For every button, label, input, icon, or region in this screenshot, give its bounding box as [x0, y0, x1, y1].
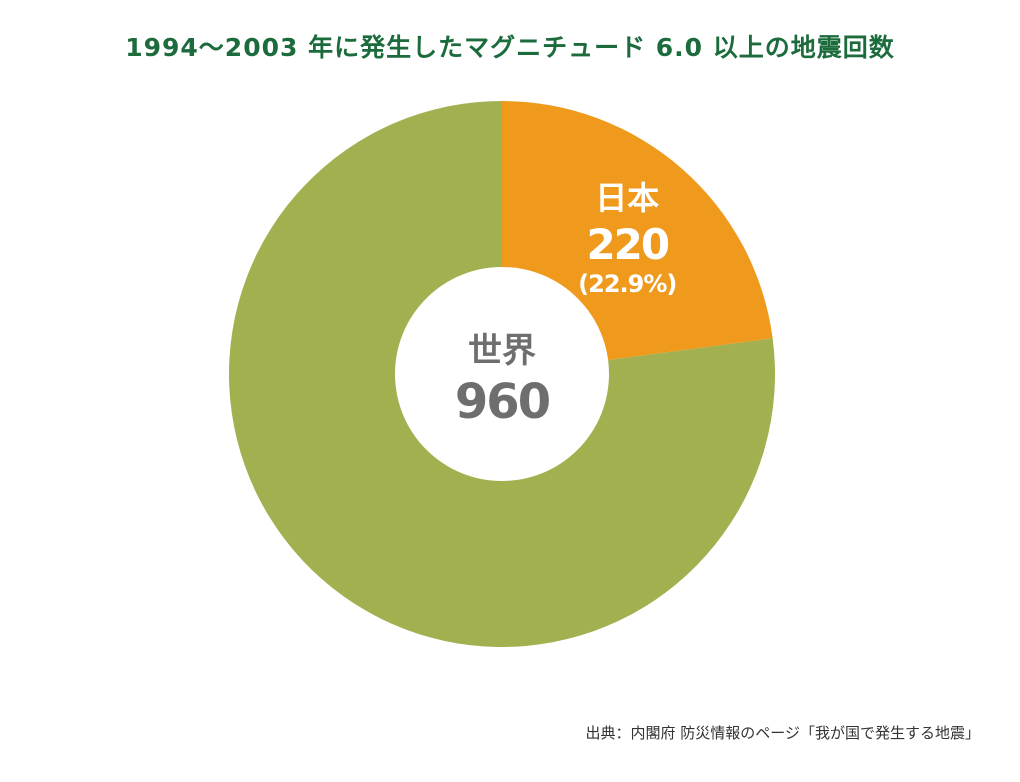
center-value: 960: [455, 374, 550, 430]
chart-title: 1994〜2003 年に発生したマグニチュード 6.0 以上の地震回数: [125, 33, 895, 62]
japan-slice-percent: (22.9%): [578, 270, 676, 298]
japan-slice-value: 220: [586, 220, 668, 269]
center-label: 世界: [468, 331, 536, 371]
donut-hole: [395, 267, 609, 481]
slice-world-rest: [229, 101, 776, 647]
japan-slice-label: 日本: [595, 179, 659, 217]
source-note: 出典：内閣府 防災情報のページ「我が国で発生する地震」: [585, 724, 980, 742]
